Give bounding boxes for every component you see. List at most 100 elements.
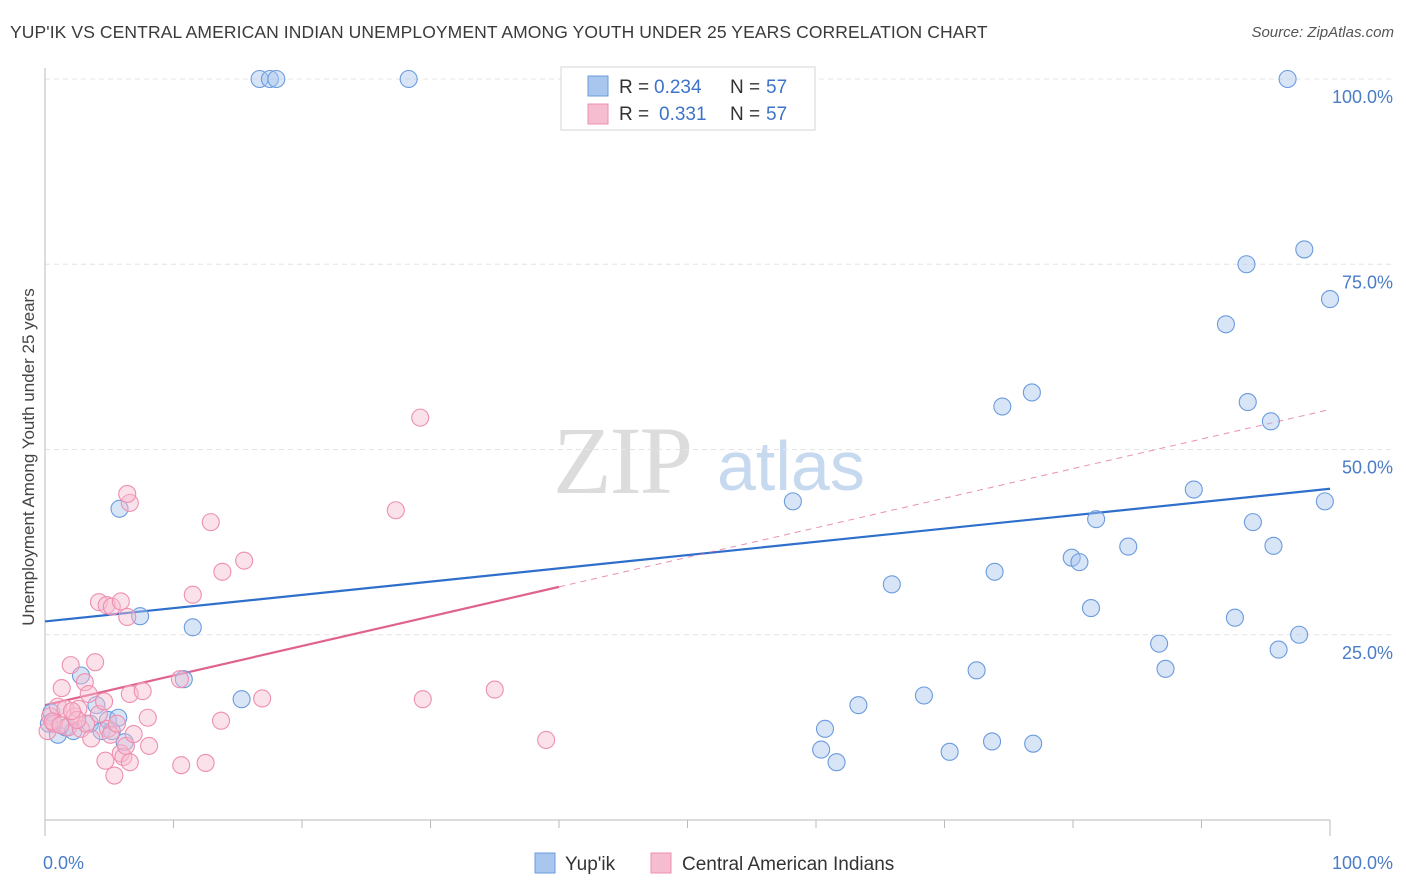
y-tick-label-50: 50.0%	[1342, 458, 1393, 478]
yupik-point-22	[783, 492, 802, 511]
central-american-point-30	[118, 607, 137, 627]
y-axis-title: Unemployment Among Youth under 25 years	[19, 288, 38, 625]
bottom-legend-label-central-american: Central American Indians	[682, 854, 894, 875]
yupik-point-54	[1295, 240, 1314, 259]
yupik-point-41	[1150, 634, 1169, 653]
central-american-point-44	[213, 562, 232, 581]
yupik-point-28	[914, 686, 933, 705]
yupik-point-20	[267, 69, 286, 89]
x-tick-label-max: 100.0%	[1332, 853, 1393, 873]
central-american-point-13	[82, 729, 101, 748]
yupik-point-31	[982, 732, 1002, 751]
yupik-point-46	[1237, 255, 1256, 274]
yupik-point-23	[815, 719, 835, 738]
yupik-point-26	[849, 696, 868, 715]
central-american-point-40	[183, 585, 202, 604]
yupik-point-40	[1119, 537, 1138, 556]
yupik-point-49	[1261, 412, 1280, 431]
central-american-point-46	[253, 689, 272, 708]
central-american-point-29	[111, 592, 130, 611]
yupik-point-19	[260, 69, 279, 89]
legend-r-value-yupik: 0.234	[654, 77, 702, 98]
yupik-point-45	[1225, 608, 1244, 627]
yupik-point-38	[1081, 599, 1101, 618]
bottom-legend-label-yupik: Yup'ik	[565, 854, 616, 875]
yupik-point-50	[1264, 536, 1283, 555]
central-american-point-54	[51, 716, 70, 735]
central-american-point-32	[118, 484, 137, 504]
central-american-point-45	[235, 551, 254, 570]
yupik-point-47	[1238, 393, 1257, 412]
yupik-point-30	[967, 661, 986, 680]
central-american-point-52	[68, 710, 87, 730]
yupik-point-32	[985, 562, 1004, 581]
yupik-point-21	[399, 69, 418, 89]
yupik-point-44	[1216, 315, 1235, 334]
central-american-point-47	[386, 501, 405, 520]
y-tick-labels: 25.0% 50.0% 75.0% 100.0%	[1332, 87, 1393, 663]
source-label: Source: ZipAtlas.com	[1251, 24, 1394, 41]
y-tick-label-25: 25.0%	[1342, 643, 1393, 663]
central-american-point-50	[485, 680, 504, 699]
central-american-point-20	[105, 766, 124, 785]
yupik-point-17	[232, 690, 251, 709]
trend-line-0	[44, 487, 1331, 623]
central-american-point-4	[52, 679, 71, 698]
central-american-point-39	[172, 756, 191, 775]
bottom-legend-swatch-central-american	[650, 852, 672, 874]
legend-n-value-yupik: 57	[766, 77, 787, 98]
yupik-point-24	[812, 740, 831, 759]
central-american-point-48	[411, 408, 430, 427]
yupik-point-13	[110, 499, 129, 518]
central-american-point-49	[413, 690, 432, 709]
yupik-point-43	[1184, 480, 1203, 499]
central-american-point-7	[61, 656, 80, 675]
yupik-point-48	[1243, 513, 1262, 532]
legend-r-value-central-american: 0.331	[659, 104, 707, 125]
central-american-point-36	[138, 708, 157, 727]
central-american-point-42	[201, 513, 220, 532]
central-american-point-55	[79, 684, 98, 704]
legend-swatch-central-american	[587, 103, 609, 125]
legend-n-label-central-american: N =	[730, 104, 760, 125]
correlation-legend: R = 0.234 N = 57 R = 0.331 N = 57	[560, 66, 816, 131]
legend-swatch-yupik	[587, 75, 609, 97]
central-american-point-21	[107, 714, 127, 733]
legend-r-label-central-american: R =	[619, 104, 649, 125]
yupik-point-56	[1320, 290, 1340, 309]
yupik-point-14	[131, 607, 150, 626]
yupik-point-51	[1269, 640, 1288, 659]
central-american-point-38	[170, 670, 189, 689]
yupik-point-35	[1024, 734, 1043, 753]
central-american-point-34	[133, 682, 152, 701]
yupik-point-39	[1087, 510, 1106, 529]
central-american-point-35	[124, 724, 143, 744]
central-american-point-14	[86, 653, 105, 672]
legend-n-label-yupik: N =	[730, 77, 760, 98]
x-tick-label-min: 0.0%	[43, 853, 84, 873]
legend-r-label-yupik: R =	[619, 77, 649, 98]
series-legend: Yup'ik Central American Indians	[534, 852, 894, 875]
yupik-point-16	[183, 618, 202, 637]
data-points	[38, 69, 1340, 785]
y-tick-label-100: 100.0%	[1332, 87, 1393, 107]
central-american-point-51	[537, 730, 556, 750]
yupik-point-25	[827, 753, 846, 772]
yupik-point-52	[1278, 69, 1297, 89]
yupik-point-53	[1290, 625, 1309, 644]
central-american-point-28	[102, 597, 121, 616]
yupik-point-55	[1315, 492, 1334, 511]
central-american-point-43	[211, 711, 231, 730]
central-american-point-41	[196, 753, 215, 772]
central-american-point-17	[96, 751, 115, 770]
central-american-point-56	[62, 702, 82, 721]
central-american-point-25	[120, 753, 139, 772]
central-american-point-19	[101, 725, 120, 744]
yupik-point-42	[1156, 659, 1175, 678]
chart-title: YUP'IK VS CENTRAL AMERICAN INDIAN UNEMPL…	[10, 22, 988, 42]
central-american-point-16	[95, 692, 114, 711]
watermark-atlas: atlas	[717, 427, 865, 505]
yupik-point-37	[1070, 553, 1089, 572]
yupik-point-33	[993, 397, 1012, 416]
